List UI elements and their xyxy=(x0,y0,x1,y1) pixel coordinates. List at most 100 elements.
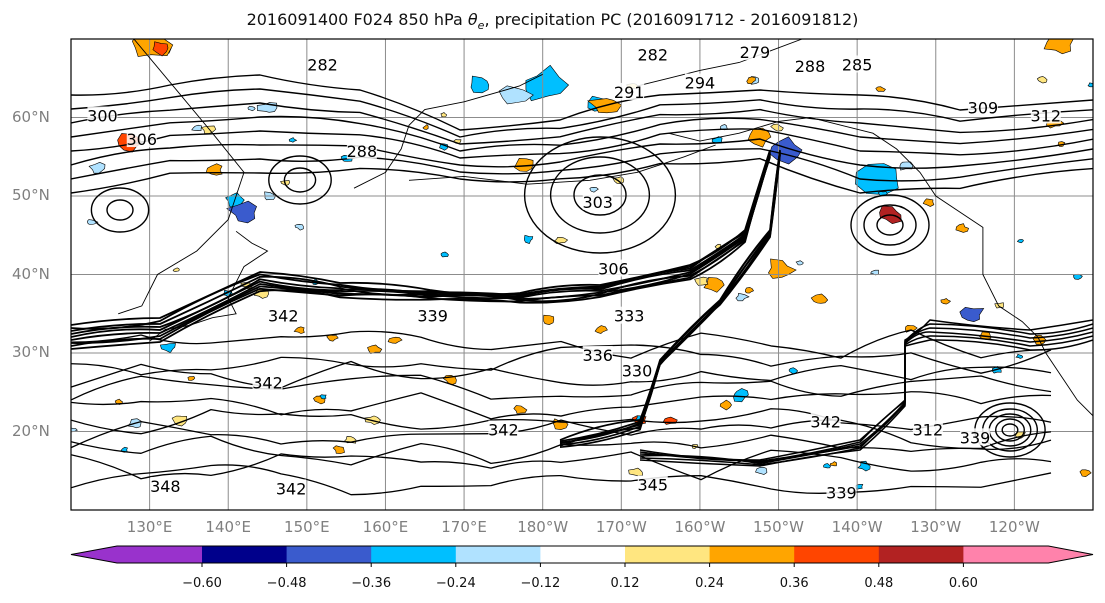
contour-label: 312 xyxy=(913,421,944,440)
colorbar-bin xyxy=(794,546,880,563)
colorbar-tick-label: −0.36 xyxy=(351,576,392,591)
theta-e-contour xyxy=(71,138,1093,169)
longitude-label: 160°W xyxy=(674,518,726,536)
longitude-label: 170°E xyxy=(441,518,487,536)
contour-ring xyxy=(523,136,677,254)
precip-patch xyxy=(959,306,985,323)
map-frame xyxy=(70,38,1094,511)
contour-label-bg xyxy=(252,373,283,391)
contour-label: 339 xyxy=(826,483,857,502)
precip-patch xyxy=(1043,39,1074,55)
precip-patch xyxy=(332,445,345,454)
contour-label: 339 xyxy=(960,428,991,447)
map-plot: 282 282 279 288 285 291 294 300 306 288 303 306 309 3… xyxy=(71,39,1093,510)
theta-e-contour xyxy=(71,449,1052,481)
colorbar-tick-label: −0.48 xyxy=(266,576,307,591)
precip-patch xyxy=(829,461,837,467)
precip-patch xyxy=(875,86,886,92)
theta-e-contour xyxy=(639,339,1093,467)
contour-label: 303 xyxy=(582,193,613,212)
precip-patch xyxy=(152,41,169,57)
contour-label: 339 xyxy=(417,307,448,326)
contour-label: 342 xyxy=(268,307,299,326)
theta-e-contour xyxy=(71,88,1093,138)
contour-label: 312 xyxy=(1031,107,1062,126)
contour-label-bg xyxy=(126,130,157,148)
precip-patch xyxy=(1079,469,1092,478)
precip-patch xyxy=(387,336,403,344)
colorbar-bin xyxy=(371,546,457,563)
contour-label-bg xyxy=(417,306,448,324)
precip-patch xyxy=(293,326,305,334)
colorbar-min-extend xyxy=(71,546,202,563)
contour-label-bg xyxy=(684,73,715,91)
latitude-label: 20°N xyxy=(12,421,50,440)
precip-patch xyxy=(746,76,756,84)
precip-patch xyxy=(663,416,678,425)
precip-patch xyxy=(940,298,952,305)
theta-e-contour xyxy=(71,153,771,338)
contour-label: 342 xyxy=(252,373,283,392)
precip-patch xyxy=(159,343,176,354)
contour-label: 330 xyxy=(622,362,653,381)
theta-e-contour xyxy=(71,391,1052,420)
contour-label: 291 xyxy=(614,83,645,102)
contour-label-bg xyxy=(960,428,991,446)
colorbar-bin xyxy=(709,546,795,563)
contour-ring xyxy=(876,214,904,236)
precip-patch xyxy=(205,163,223,176)
colorbar-tick-label: 0.36 xyxy=(779,576,809,591)
theta-e-contours xyxy=(71,74,1093,496)
precip-patch xyxy=(367,344,383,355)
contour-label-bg xyxy=(810,412,841,430)
colorbar-bin xyxy=(878,546,964,563)
coastline xyxy=(408,144,716,185)
contour-label: 288 xyxy=(347,142,378,161)
contour-label: 279 xyxy=(740,43,771,62)
longitude-label: 170°W xyxy=(595,518,647,536)
precip-patch xyxy=(440,251,449,258)
contour-label: 342 xyxy=(810,413,841,432)
contour-ring xyxy=(863,204,917,246)
contour-label-bg xyxy=(614,82,645,100)
contour-label-bg xyxy=(346,141,377,159)
longitude-label: 150°W xyxy=(753,518,805,536)
precip-patch xyxy=(88,161,106,174)
contour-label: 306 xyxy=(126,130,157,149)
precip-patch xyxy=(187,376,196,381)
precip-patch xyxy=(172,267,180,272)
precip-patch xyxy=(319,394,327,400)
coastline xyxy=(668,117,1093,417)
longitude-label: 130°W xyxy=(910,518,962,536)
longitude-label: 180°W xyxy=(517,518,569,536)
precip-patch xyxy=(288,137,298,143)
contour-label: 309 xyxy=(968,99,999,118)
theta-e-contour xyxy=(71,360,1052,389)
precip-patch xyxy=(694,276,709,286)
colorbar-tick-label: 0.48 xyxy=(864,576,894,591)
precip-patch xyxy=(524,234,534,244)
contour-labels: 282 282 279 288 285 291 294 300 306 288 303 306 309 3… xyxy=(87,42,1062,502)
contour-label: 294 xyxy=(685,74,716,93)
contour-ring xyxy=(573,174,627,216)
precip-patch xyxy=(513,405,528,414)
precip-patch xyxy=(922,198,935,207)
contour-label-bg xyxy=(582,192,613,210)
longitude-label: 130°E xyxy=(126,518,173,536)
contour-label-bg xyxy=(307,55,338,73)
precip-patch xyxy=(755,467,768,475)
contour-label-bg xyxy=(842,55,873,73)
precip-patch xyxy=(191,124,203,131)
theta-e-contour xyxy=(71,151,771,332)
colorbar-tick-label: 0.24 xyxy=(695,576,725,591)
contour-label-bg xyxy=(150,477,181,495)
contour-label: 282 xyxy=(637,45,668,64)
contour-ring xyxy=(982,408,1039,452)
contour-label-bg xyxy=(739,42,770,60)
precip-patch xyxy=(498,85,534,105)
precip-patch xyxy=(795,260,804,266)
contour-label-bg xyxy=(268,306,299,324)
contour-ring xyxy=(549,156,651,234)
contour-label-bg xyxy=(614,306,645,324)
theta-e-contour xyxy=(71,156,771,347)
